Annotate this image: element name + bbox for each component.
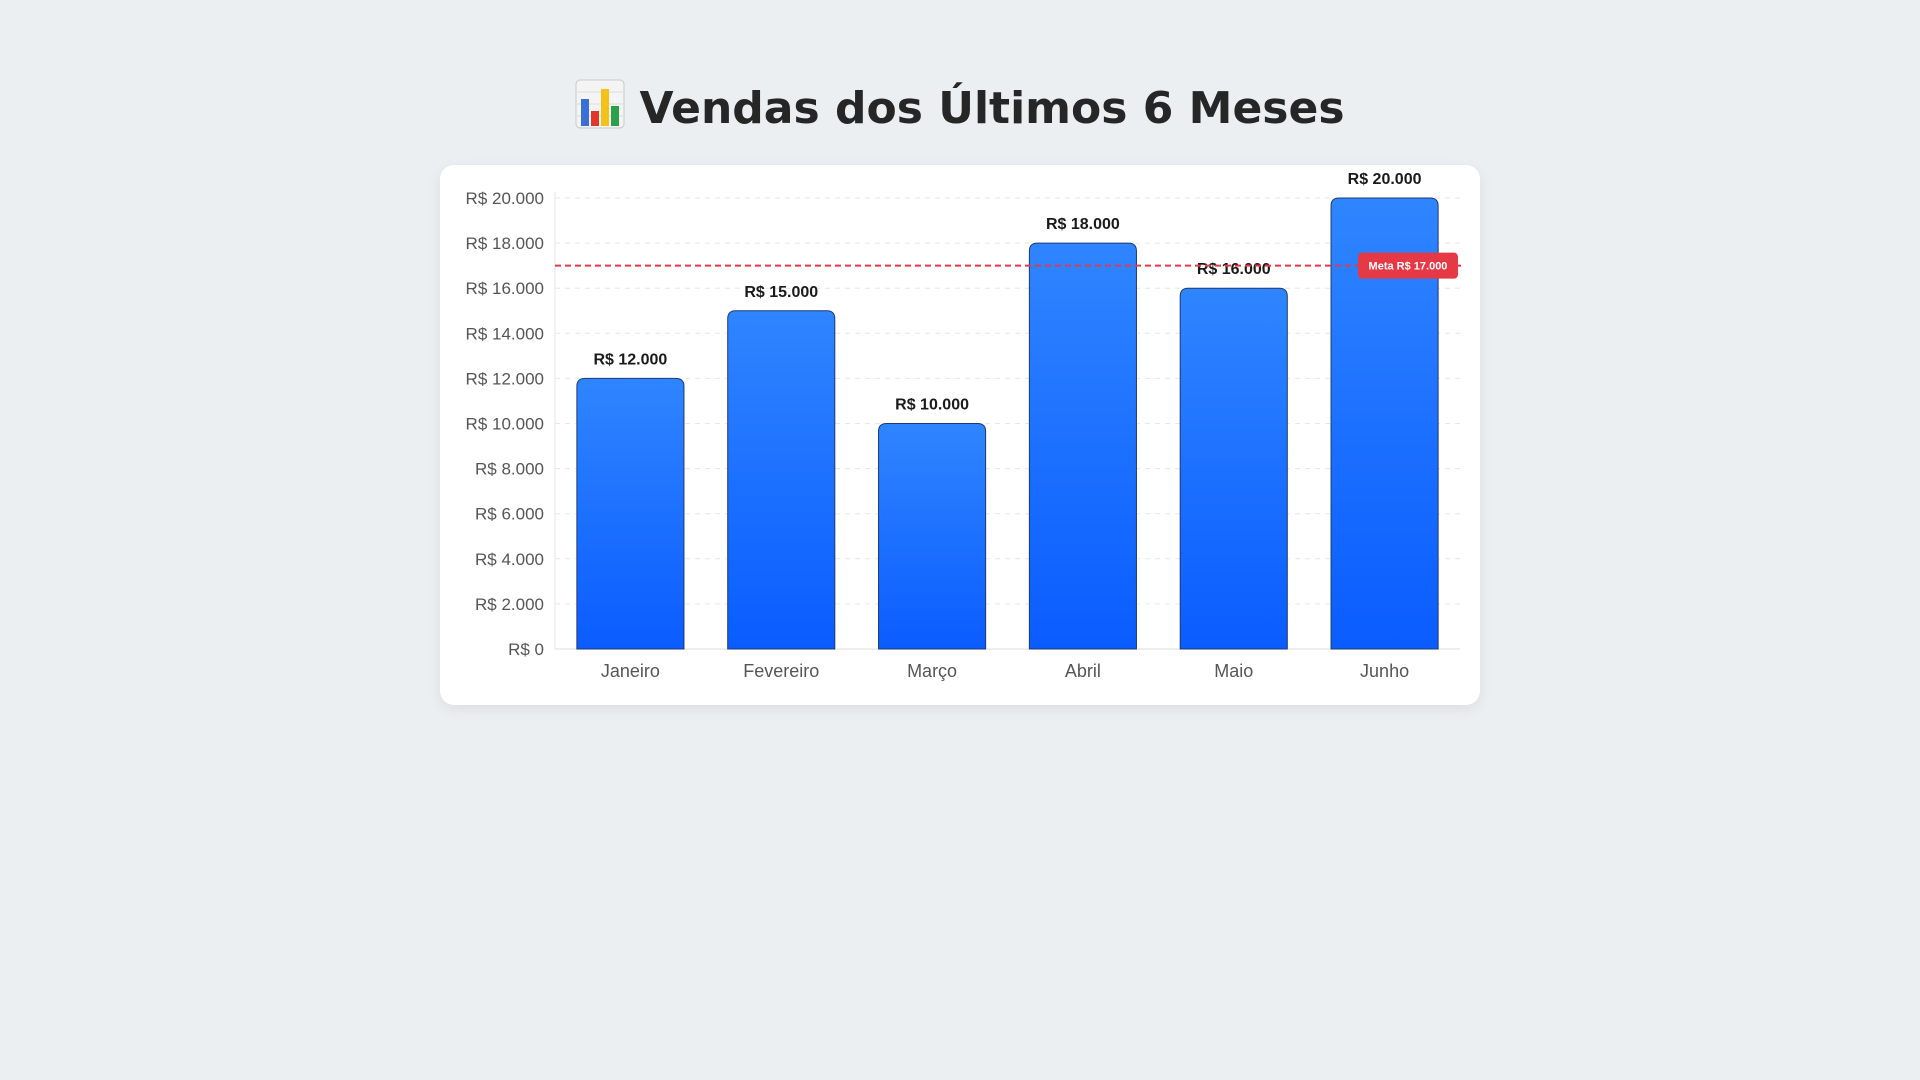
y-tick-label: R$ 18.000	[466, 234, 544, 253]
x-tick-label: Maio	[1214, 661, 1253, 681]
y-tick-label: R$ 4.000	[475, 550, 544, 569]
target-label: Meta R$ 17.000	[1369, 261, 1448, 273]
bar-chart: R$ 0 R$ 2.000 R$ 4.000 R$ 6.000 R$ 8.000 R$ 1…	[466, 171, 1462, 681]
page-title: Vendas dos Últimos 6 Meses	[0, 78, 1920, 140]
data-label: R$ 18.000	[1046, 216, 1120, 233]
chart-card: R$ 0 R$ 2.000 R$ 4.000 R$ 6.000 R$ 8.000 R$ 1…	[440, 165, 1480, 705]
bars	[576, 197, 1439, 650]
data-labels: R$ 12.000 R$ 15.000 R$ 10.000 R$ 18.000 R$ 1…	[593, 171, 1421, 414]
y-tick-label: R$ 2.000	[475, 595, 544, 614]
y-tick-label: R$ 10.000	[466, 415, 544, 434]
axes: R$ 0 R$ 2.000 R$ 4.000 R$ 6.000 R$ 8.000 R$ 1…	[466, 189, 1460, 681]
x-tick-label: Abril	[1065, 661, 1101, 681]
y-tick-label: R$ 16.000	[466, 279, 544, 298]
data-label: R$ 16.000	[1197, 261, 1271, 278]
x-tick-label: Junho	[1360, 661, 1409, 681]
y-tick-label: R$ 6.000	[475, 505, 544, 524]
target-badge	[1358, 252, 1458, 279]
bar-junho[interactable]	[1330, 197, 1439, 650]
bar-maio[interactable]	[1179, 287, 1288, 650]
data-label: R$ 15.000	[744, 284, 818, 301]
data-label: R$ 20.000	[1348, 171, 1422, 188]
data-label: R$ 12.000	[593, 351, 667, 368]
y-tick-label: R$ 0	[508, 640, 544, 659]
bar-abril[interactable]	[1028, 242, 1137, 650]
y-tick-label: R$ 12.000	[466, 369, 544, 388]
bar-chart-icon	[575, 79, 625, 129]
bar-janeiro[interactable]	[576, 377, 685, 650]
bar-março[interactable]	[878, 423, 987, 650]
y-tick-label: R$ 8.000	[475, 460, 544, 479]
x-tick-label: Março	[907, 661, 957, 681]
y-tick-label: R$ 14.000	[466, 324, 544, 343]
page-title-text: Vendas dos Últimos 6 Meses	[639, 83, 1345, 134]
y-tick-label: R$ 20.000	[466, 189, 544, 208]
grid-lines	[555, 197, 1460, 605]
bar-fevereiro[interactable]	[727, 310, 836, 650]
x-tick-label: Janeiro	[601, 661, 660, 681]
target-line-group: Meta R$ 17.000	[555, 252, 1462, 279]
x-tick-label: Fevereiro	[743, 661, 819, 681]
data-label: R$ 10.000	[895, 397, 969, 414]
